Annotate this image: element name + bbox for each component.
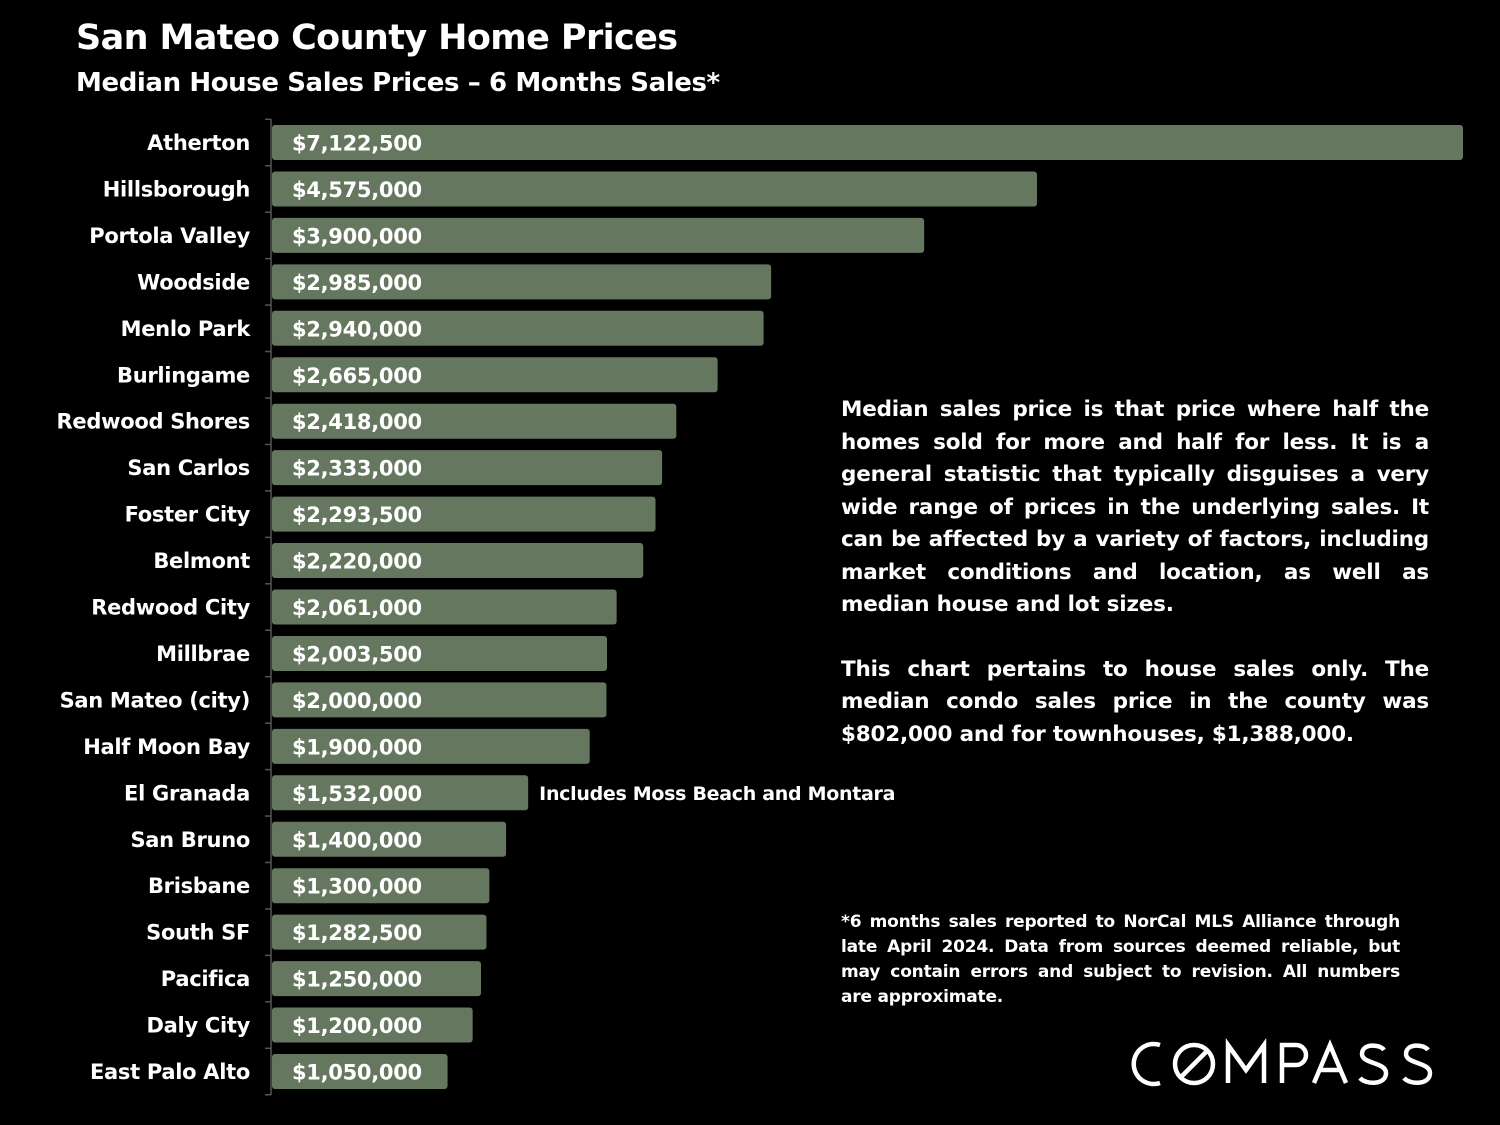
category-label: Redwood City xyxy=(91,596,250,620)
bar-menlo-park xyxy=(272,310,764,346)
chart-subtitle: Median House Sales Prices – 6 Months Sal… xyxy=(76,68,720,98)
category-label: Menlo Park xyxy=(121,317,252,341)
bar-burlingame xyxy=(272,357,718,393)
value-label: $7,122,500 xyxy=(292,132,422,156)
bar-daly-city xyxy=(272,1007,473,1043)
value-label: $1,250,000 xyxy=(292,968,422,992)
bar-redwood-shores xyxy=(272,403,677,439)
value-label: $4,575,000 xyxy=(292,178,422,202)
value-label: $1,532,000 xyxy=(292,782,422,806)
category-label: Woodside xyxy=(137,270,250,294)
category-label: Daly City xyxy=(147,1014,251,1038)
value-label: $2,940,000 xyxy=(292,317,422,341)
description-paragraph-1: Median sales price is that price where h… xyxy=(841,397,1429,617)
category-label: Foster City xyxy=(125,503,251,527)
footnote: *6 months sales reported to NorCal MLS A… xyxy=(841,912,1400,1007)
category-label: Redwood Shores xyxy=(57,410,250,434)
bar-san-bruno xyxy=(272,821,507,857)
bar-foster-city xyxy=(272,496,656,532)
category-label: Half Moon Bay xyxy=(83,735,250,759)
bar-belmont xyxy=(272,543,644,579)
bar-woodside xyxy=(272,264,772,300)
category-label: Pacifica xyxy=(161,967,250,991)
bar-brisbane xyxy=(272,868,490,904)
category-label: San Mateo (city) xyxy=(60,688,250,712)
bar-annotation: Includes Moss Beach and Montara xyxy=(539,783,895,805)
value-label: $2,000,000 xyxy=(292,689,422,713)
category-label: San Carlos xyxy=(127,456,250,480)
category-label: Belmont xyxy=(153,549,250,573)
category-label: Brisbane xyxy=(148,874,250,898)
bar-hillsborough xyxy=(272,171,1038,207)
category-label: Atherton xyxy=(147,131,250,155)
bar-south-sf xyxy=(272,914,487,950)
bar-portola-valley xyxy=(272,217,925,253)
value-label: $2,665,000 xyxy=(292,364,422,388)
category-label: San Bruno xyxy=(130,828,250,852)
description-paragraph-2: This chart pertains to house sales only.… xyxy=(841,656,1429,747)
category-label: El Granada xyxy=(124,781,250,805)
chart-title: San Mateo County Home Prices xyxy=(76,18,678,58)
value-label: $3,900,000 xyxy=(292,224,422,248)
category-label: South SF xyxy=(146,921,250,945)
value-label: $2,985,000 xyxy=(292,271,422,295)
bar-half-moon-bay xyxy=(272,728,590,764)
value-label: $2,418,000 xyxy=(292,410,422,434)
bar-east-palo-alto xyxy=(272,1054,448,1089)
compass-logo xyxy=(1131,1038,1433,1087)
bar-millbrae xyxy=(272,635,608,671)
category-label: Burlingame xyxy=(117,363,250,387)
value-label: $2,003,500 xyxy=(292,642,422,666)
bar-el-granada xyxy=(272,775,529,811)
value-label: $1,300,000 xyxy=(292,875,422,899)
value-label: $1,050,000 xyxy=(292,1061,422,1085)
bar-pacifica xyxy=(272,961,482,997)
description-text: Median sales price is that price where h… xyxy=(841,394,1429,783)
value-label: $2,293,500 xyxy=(292,503,422,527)
value-label: $1,282,500 xyxy=(292,921,422,945)
value-label: $2,061,000 xyxy=(292,596,422,620)
value-label: $1,400,000 xyxy=(292,828,422,852)
category-label: Portola Valley xyxy=(89,224,250,248)
bar-san-mateo-city xyxy=(272,682,607,718)
category-label: Hillsborough xyxy=(103,177,250,201)
value-label: $2,333,000 xyxy=(292,457,422,481)
category-label: Millbrae xyxy=(156,642,250,666)
category-label: East Palo Alto xyxy=(90,1060,250,1084)
value-label: $1,900,000 xyxy=(292,735,422,759)
bar-redwood-city xyxy=(272,589,617,625)
value-label: $2,220,000 xyxy=(292,550,422,574)
bar-san-carlos xyxy=(272,450,663,486)
bar-atherton xyxy=(272,125,1463,160)
value-label: $1,200,000 xyxy=(292,1014,422,1038)
